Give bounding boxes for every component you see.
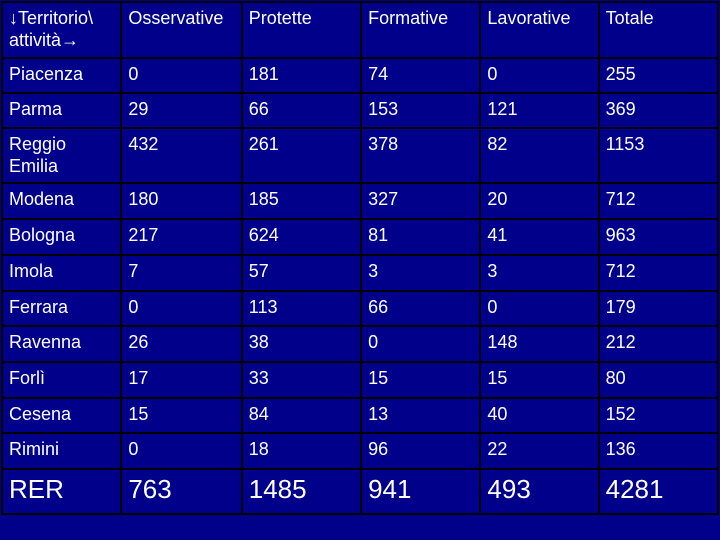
value-cell: 15 [479,361,600,399]
table-row: Modena 180 185 327 20 712 [0,182,720,220]
value-cell: 22 [479,432,600,470]
corner-header-line2: attività→ [9,30,80,50]
value-cell: 41 [479,218,600,256]
row-name-cell: Ravenna [0,325,123,363]
table-row: Parma 29 66 153 121 369 [0,92,720,129]
header-cell-osservative: Osservative [120,1,243,59]
value-cell: 217 [120,218,243,256]
value-cell: 84 [240,397,363,434]
table-row: Imola 7 57 3 3 712 [0,254,720,292]
value-cell: 153 [360,92,482,129]
value-cell: 0 [120,432,243,470]
total-value-cell: 493 [479,468,600,515]
table-row: Bologna 217 624 81 41 963 [0,218,720,256]
value-cell: 261 [240,127,363,184]
header-cell-protette: Protette [240,1,363,59]
value-cell: 96 [360,432,482,470]
value-cell: 57 [240,254,363,292]
value-cell: 185 [240,182,363,220]
value-cell: 3 [360,254,482,292]
value-cell: 82 [479,127,600,184]
header-cell-totale: Totale [597,1,720,59]
value-cell: 66 [240,92,363,129]
row-name-cell: Bologna [0,218,123,256]
header-cell-formative: Formative [360,1,482,59]
value-cell: 1153 [597,127,720,184]
table-row: Forlì 17 33 15 15 80 [0,361,720,399]
row-name-cell: Piacenza [0,57,123,94]
value-cell: 712 [597,182,720,220]
table-total-row: RER 763 1485 941 493 4281 [0,468,720,515]
corner-header-line1: ↓Territorio\ [9,8,94,28]
value-cell: 20 [479,182,600,220]
value-cell: 18 [240,432,363,470]
value-cell: 15 [360,361,482,399]
value-cell: 152 [597,397,720,434]
value-cell: 113 [240,290,363,327]
value-cell: 963 [597,218,720,256]
value-cell: 0 [479,57,600,94]
table-row: Piacenza 0 181 74 0 255 [0,57,720,94]
value-cell: 327 [360,182,482,220]
table-row: Reggio Emilia 432 261 378 82 1153 [0,127,720,184]
value-cell: 17 [120,361,243,399]
value-cell: 0 [120,57,243,94]
total-value-cell: 941 [360,468,482,515]
row-name-cell: Rimini [0,432,123,470]
value-cell: 38 [240,325,363,363]
value-cell: 80 [597,361,720,399]
value-cell: 432 [120,127,243,184]
value-cell: 26 [120,325,243,363]
total-value-cell: 4281 [597,468,720,515]
corner-header-cell: ↓Territorio\ attività→ [0,1,123,59]
value-cell: 33 [240,361,363,399]
value-cell: 66 [360,290,482,327]
value-cell: 81 [360,218,482,256]
value-cell: 181 [240,57,363,94]
value-cell: 29 [120,92,243,129]
total-name-cell: RER [0,468,123,515]
value-cell: 212 [597,325,720,363]
row-name-cell: Parma [0,92,123,129]
value-cell: 180 [120,182,243,220]
table-row: Rimini 0 18 96 22 136 [0,432,720,470]
value-cell: 3 [479,254,600,292]
row-name-cell: Ferrara [0,290,123,327]
value-cell: 40 [479,397,600,434]
row-name-cell: Reggio Emilia [0,127,123,184]
value-cell: 74 [360,57,482,94]
total-value-cell: 763 [120,468,243,515]
data-table: ↓Territorio\ attività→ Osservative Prote… [0,1,720,515]
value-cell: 179 [597,290,720,327]
value-cell: 7 [120,254,243,292]
row-name-cell: Modena [0,182,123,220]
row-name-cell: Forlì [0,361,123,399]
total-value-cell: 1485 [240,468,363,515]
value-cell: 148 [479,325,600,363]
value-cell: 136 [597,432,720,470]
value-cell: 378 [360,127,482,184]
header-cell-lavorative: Lavorative [479,1,600,59]
value-cell: 13 [360,397,482,434]
row-name-cell: Imola [0,254,123,292]
value-cell: 0 [120,290,243,327]
table-row: Ravenna 26 38 0 148 212 [0,325,720,363]
table-row: Cesena 15 84 13 40 152 [0,397,720,434]
value-cell: 0 [479,290,600,327]
value-cell: 712 [597,254,720,292]
value-cell: 121 [479,92,600,129]
value-cell: 0 [360,325,482,363]
value-cell: 369 [597,92,720,129]
value-cell: 255 [597,57,720,94]
value-cell: 15 [120,397,243,434]
table-header-row: ↓Territorio\ attività→ Osservative Prote… [0,1,720,59]
table-row: Ferrara 0 113 66 0 179 [0,290,720,327]
value-cell: 624 [240,218,363,256]
row-name-cell: Cesena [0,397,123,434]
